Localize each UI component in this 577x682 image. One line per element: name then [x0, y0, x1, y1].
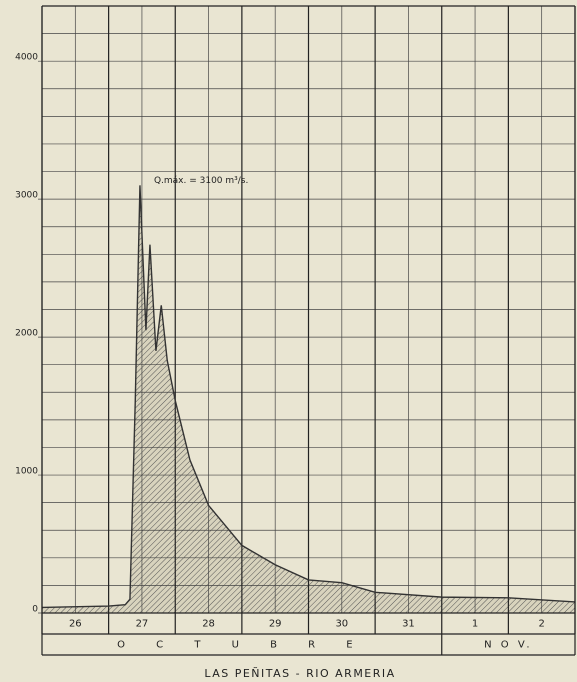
month-label: O C T U B R E — [117, 640, 366, 651]
x-tick-label: 1 — [472, 619, 478, 630]
y-tick-label: 1000 — [15, 467, 38, 477]
y-tick-label: 4000 — [15, 53, 38, 63]
annotation: Q.máx. = 3100 m³/s. — [154, 176, 248, 186]
month-label: N O V. — [484, 640, 532, 651]
chart-title: LAS PEÑITAS - RIO ARMERIA — [204, 667, 395, 680]
y-tick-label: 0 — [32, 605, 38, 615]
x-tick-label: 26 — [69, 619, 82, 630]
x-tick-label: 29 — [269, 619, 282, 630]
y-tick-label: 3000 — [15, 191, 38, 201]
y-tick-label: 2000 — [15, 329, 38, 339]
x-tick-label: 30 — [335, 619, 348, 630]
x-tick-label: 28 — [202, 619, 215, 630]
x-tick-label: 2 — [539, 619, 545, 630]
line — [41, 185, 576, 609]
x-tick-label: 31 — [402, 619, 415, 630]
x-tick-label: 27 — [136, 619, 149, 630]
